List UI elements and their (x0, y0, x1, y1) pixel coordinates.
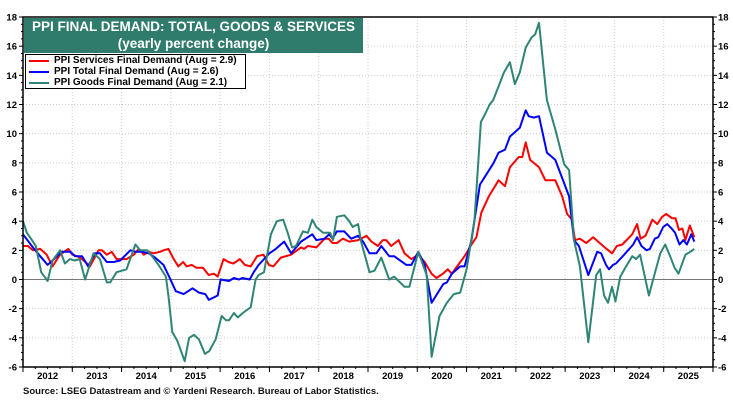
y-tick-label-left: 10 (6, 129, 17, 140)
y-tick-label-right: 12 (718, 100, 729, 111)
legend-swatch (29, 70, 49, 73)
x-tick-label: 2021 (481, 371, 503, 382)
y-tick-label-right: -2 (718, 304, 726, 315)
y-tick-label-left: 14 (6, 71, 17, 82)
legend-swatch (29, 81, 49, 84)
source-note: Source: LSEG Datastream and © Yardeni Re… (23, 386, 379, 397)
y-tick-label-right: 10 (718, 129, 729, 140)
y-tick-label-right: 0 (718, 275, 723, 286)
y-tick-label-right: 16 (718, 42, 729, 53)
y-tick-label-right: 2 (718, 246, 723, 257)
y-tick-label-left: -4 (9, 333, 18, 344)
series-total-line (22, 109, 696, 304)
y-tick-label-left: 4 (12, 217, 18, 228)
y-tick-label-right: -6 (718, 363, 726, 374)
legend-swatch (29, 59, 49, 62)
y-tick-label-left: 12 (6, 100, 17, 111)
legend-item-goods: PPI Goods Final Demand (Aug = 2.1) (26, 77, 237, 88)
x-tick-label: 2019 (382, 371, 403, 382)
y-tick-label-left: 6 (12, 188, 17, 199)
x-tick-label: 2020 (431, 371, 452, 382)
legend-label: PPI Goods Final Demand (Aug = 2.1) (54, 77, 228, 88)
x-tick-label: 2022 (530, 371, 551, 382)
y-tick-label-right: 4 (718, 217, 724, 228)
y-tick-label-right: -4 (718, 333, 727, 344)
x-tick-label: 2015 (185, 371, 207, 382)
chart-subtitle: (yearly percent change) (117, 36, 270, 51)
x-tick-label: 2016 (234, 371, 255, 382)
x-tick-label: 2023 (579, 371, 600, 382)
x-tick-label: 2014 (136, 371, 158, 382)
chart-title-box: PPI FINAL DEMAND: TOTAL, GOODS & SERVICE… (24, 18, 364, 53)
y-tick-label-left: 18 (6, 13, 17, 24)
legend-label: PPI Services Final Demand (Aug = 2.9) (54, 55, 237, 66)
legend-item-total: PPI Total Final Demand (Aug = 2.6) (26, 66, 237, 77)
y-tick-label-left: -6 (9, 363, 17, 374)
x-tick-label: 2018 (333, 371, 354, 382)
x-tick-label: 2013 (86, 371, 107, 382)
y-tick-label-right: 14 (718, 71, 729, 82)
y-tick-label-left: 2 (12, 246, 17, 257)
legend-label: PPI Total Final Demand (Aug = 2.6) (54, 66, 219, 77)
legend: PPI Services Final Demand (Aug = 2.9) PP… (25, 54, 246, 89)
y-tick-label-right: 18 (718, 13, 729, 24)
y-tick-label-right: 6 (718, 188, 723, 199)
x-tick-label: 2024 (629, 371, 651, 382)
y-tick-label-left: -2 (9, 304, 17, 315)
series-goods-line (22, 21, 695, 363)
x-tick-label: 2012 (37, 371, 58, 382)
y-tick-label-left: 8 (12, 158, 17, 169)
x-tick-label: 2025 (678, 371, 700, 382)
chart-title: PPI FINAL DEMAND: TOTAL, GOODS & SERVICE… (32, 19, 356, 34)
y-tick-label-left: 16 (6, 42, 17, 53)
x-tick-label: 2017 (284, 371, 305, 382)
y-tick-label-left: 0 (12, 275, 17, 286)
legend-item-services: PPI Services Final Demand (Aug = 2.9) (26, 55, 237, 66)
y-tick-label-right: 8 (718, 158, 723, 169)
